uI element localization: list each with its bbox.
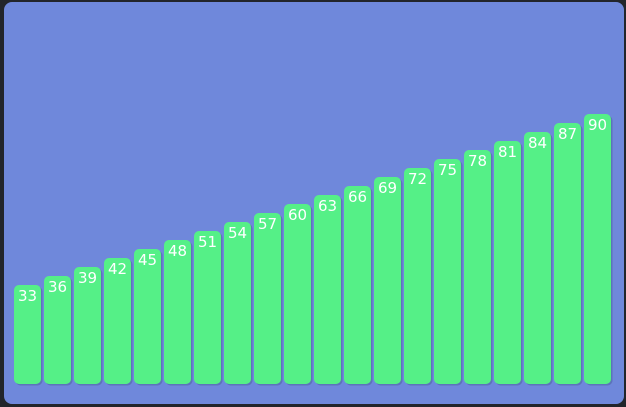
bar-value-label: 42 xyxy=(108,260,127,278)
bar-value-label: 57 xyxy=(258,215,277,233)
bar-value-label: 33 xyxy=(18,287,37,305)
bar-value-label: 69 xyxy=(378,179,397,197)
bar-value-label: 54 xyxy=(228,224,247,242)
bar-value-label: 75 xyxy=(438,161,457,179)
bar-value-label: 36 xyxy=(48,278,67,296)
bar-57 xyxy=(254,213,281,384)
bar-75 xyxy=(434,159,461,384)
bar-value-label: 45 xyxy=(138,251,157,269)
bar-48 xyxy=(164,240,191,384)
bar-39 xyxy=(74,267,101,384)
bar-value-label: 51 xyxy=(198,233,217,251)
bar-value-label: 81 xyxy=(498,143,517,161)
bar-54 xyxy=(224,222,251,384)
bar-value-label: 39 xyxy=(78,269,97,287)
bar-33 xyxy=(14,285,41,384)
bar-series: 33 36 39 42 45 48 51 54 57 60 63 66 69 72 75 78 81 84 87 90 xyxy=(14,114,613,386)
bar-value-label: 48 xyxy=(168,242,187,260)
bar-value-label: 84 xyxy=(528,134,547,152)
bar-81 xyxy=(494,141,521,384)
bar-value-label: 78 xyxy=(468,152,487,170)
bar-63 xyxy=(314,195,341,384)
bar-60 xyxy=(284,204,311,384)
bar-87 xyxy=(554,123,581,384)
bar-78 xyxy=(464,150,491,384)
bar-51 xyxy=(194,231,221,384)
bar-value-label: 63 xyxy=(318,197,337,215)
bar-90 xyxy=(584,114,611,384)
bar-42 xyxy=(104,258,131,384)
bar-value-label: 87 xyxy=(558,125,577,143)
bar-66 xyxy=(344,186,371,384)
bar-value-label: 66 xyxy=(348,188,367,206)
bar-chart: 33 36 39 42 45 48 51 54 57 60 63 66 69 72 75 78 81 84 87 90 xyxy=(4,2,624,404)
bar-value-label: 90 xyxy=(588,116,607,134)
bar-45 xyxy=(134,249,161,384)
bar-69 xyxy=(374,177,401,384)
bar-84 xyxy=(524,132,551,384)
bar-value-label: 60 xyxy=(288,206,307,224)
chart-panel: 33 36 39 42 45 48 51 54 57 60 63 66 69 72 75 78 81 84 87 90 xyxy=(4,2,624,404)
bar-value-label: 72 xyxy=(408,170,427,188)
bar-72 xyxy=(404,168,431,384)
bar-36 xyxy=(44,276,71,384)
